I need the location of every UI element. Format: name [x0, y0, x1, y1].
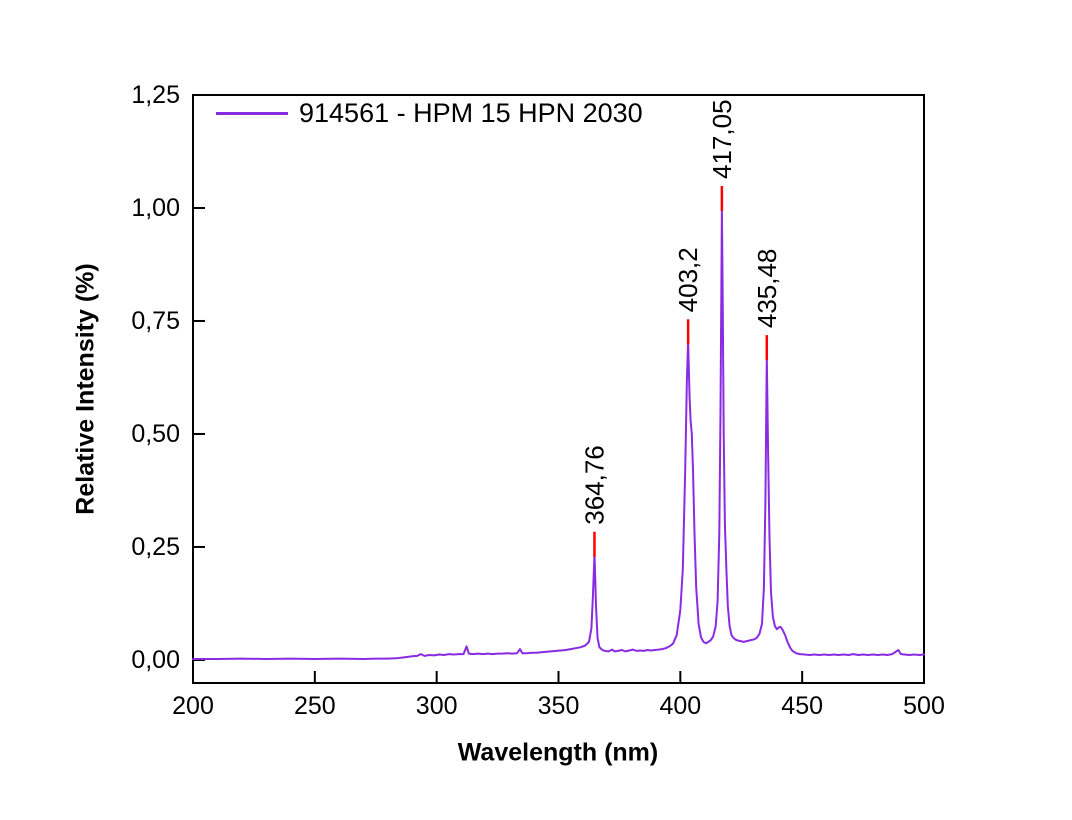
x-axis-title: Wavelength (nm)	[457, 738, 659, 767]
x-tick-label: 500	[903, 692, 945, 720]
spectrum-curve	[192, 207, 925, 660]
y-tick-label: 0,00	[131, 645, 180, 674]
y-tick-label: 0,25	[131, 532, 180, 561]
x-tick-label: 300	[415, 692, 458, 720]
y-axis-title: Relative Intensity (%)	[71, 263, 100, 515]
x-tick-label: 450	[781, 692, 824, 720]
y-tick-label: 1,00	[131, 193, 180, 222]
plot-frame	[192, 94, 925, 684]
legend-entry-label: 914561 - HPM 15 HPN 2030	[299, 97, 643, 128]
peak-label: 403,2	[673, 247, 703, 312]
x-tick-label: 250	[293, 692, 336, 720]
y-tick-label: 0,50	[131, 419, 180, 448]
y-tick-label: 0,75	[131, 306, 180, 335]
x-tick-label: 400	[659, 692, 702, 720]
peak-label: 417,05	[707, 99, 737, 179]
peak-label: 364,76	[579, 445, 609, 525]
legend-line-sample	[216, 111, 288, 115]
y-tick-label: 1,25	[131, 81, 180, 109]
x-tick-label: 350	[537, 692, 580, 720]
legend: 914561 - HPM 15 HPN 2030	[216, 97, 643, 129]
x-tick-label: 200	[172, 692, 214, 720]
peak-label: 435,48	[752, 249, 782, 329]
